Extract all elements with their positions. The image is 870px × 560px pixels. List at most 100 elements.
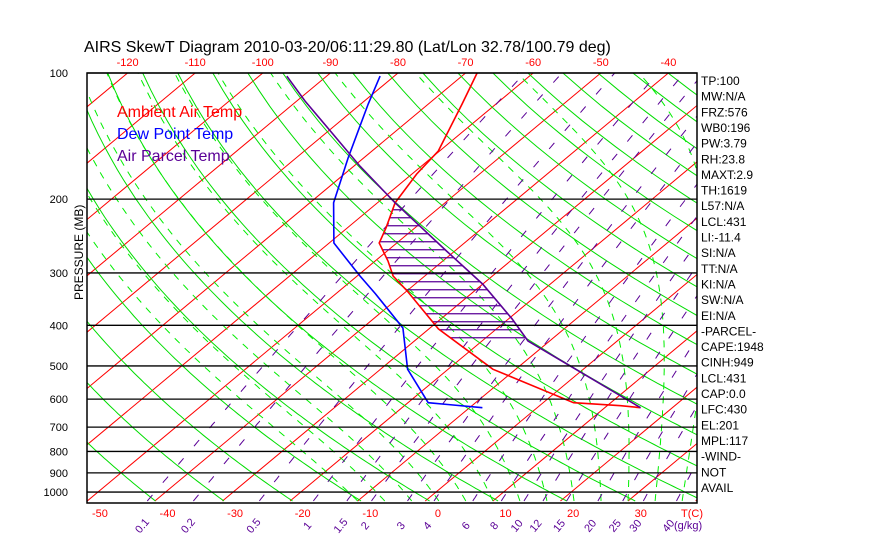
mixing-ratio-tick-label: 4 — [421, 520, 434, 532]
legend-ambient-air-temp: Ambient Air Temp — [117, 104, 242, 121]
stability-index-label: AVAIL — [701, 481, 734, 495]
pressure-tick-label: 300 — [50, 268, 68, 280]
moist-adiabat-line — [270, 73, 575, 502]
stability-index-label: WB0:196 — [701, 121, 751, 135]
top-temp-tick-label: -60 — [525, 57, 541, 69]
dry-adiabat-line — [142, 73, 636, 502]
dry-adiabat-line — [738, 73, 870, 501]
pressure-tick-label: 900 — [50, 468, 68, 480]
mixing-ratio-tick-label: 12 — [528, 518, 545, 535]
top-temp-tick-label: -80 — [390, 57, 406, 69]
dry-adiabat-line — [247, 73, 697, 436]
bottom-temp-tick-label: 30 — [635, 508, 647, 520]
dry-adiabat-line — [808, 73, 870, 501]
bottom-temp-tick-label: -50 — [92, 508, 108, 520]
parcel-profile-line — [286, 75, 642, 409]
stability-index-label: LI:-11.4 — [701, 231, 741, 245]
dry-adiabat-line — [107, 73, 567, 502]
moist-adiabat-line — [217, 73, 548, 502]
pressure-tick-label: 800 — [50, 446, 68, 458]
bottom-temp-tick-label: 10 — [499, 508, 511, 520]
mixing-ratio-line — [642, 404, 697, 502]
top-temp-tick-label: -70 — [458, 57, 474, 69]
mixing-ratio-line — [523, 241, 697, 502]
stability-index-label: SI:N/A — [701, 246, 736, 260]
dry-adiabat-line — [87, 256, 362, 502]
isotherm-line — [87, 73, 602, 502]
moist-adiabat-line — [87, 146, 413, 502]
stability-index-label: -PARCEL- — [701, 324, 756, 338]
mixing-ratio-tick-label: 1 — [301, 520, 314, 532]
isotherm-line — [87, 73, 466, 390]
pressure-tick-label: 1000 — [44, 487, 68, 499]
stability-index-label: MW:N/A — [701, 90, 745, 104]
dry-adiabat-line — [457, 73, 697, 260]
mixing-ratio-tick-label: 1.5 — [332, 516, 351, 535]
top-temp-tick-label: -90 — [322, 57, 338, 69]
bottom-temp-tick-label: -20 — [295, 508, 311, 520]
top-temp-tick-label: -120 — [117, 57, 139, 69]
stability-index-label: KI:N/A — [701, 277, 736, 291]
bottom-temp-tick-label: 20 — [567, 508, 579, 520]
isotherm-line — [627, 442, 697, 502]
dry-adiabat-line — [87, 381, 225, 502]
moist-adiabat-line — [87, 192, 386, 502]
mixing-ratio-line — [622, 373, 697, 502]
mixing-ratio-line — [146, 73, 525, 502]
cape-hatch — [379, 209, 526, 339]
isotherm-line — [289, 161, 697, 502]
mixing-ratio-line — [371, 80, 697, 502]
dry-adiabat-line — [667, 73, 697, 96]
top-temp-tick-label: -50 — [593, 57, 609, 69]
moist-adiabat-line — [137, 73, 494, 502]
stability-index-label: RH:23.8 — [701, 152, 745, 166]
stability-index-label: EL:201 — [701, 418, 739, 432]
stability-index-label: CAPE:1948 — [701, 340, 764, 354]
mixing-ratio-line — [542, 264, 697, 502]
mixing-ratio-line — [193, 73, 563, 502]
moist-adiabat-line — [174, 73, 521, 502]
isotherm-line — [492, 330, 697, 502]
mixing-ratio-tick-label: 10 — [509, 518, 526, 535]
temp-axis-unit-label: T(C) — [681, 508, 703, 520]
bottom-temp-tick-label: -30 — [227, 508, 243, 520]
top-temp-tick-label: -110 — [185, 57, 206, 69]
mixing-ratio-line — [597, 337, 697, 502]
legend-dew-point-temp: Dew Point Temp — [117, 126, 233, 143]
moist-adiabat-line — [334, 73, 602, 501]
stability-index-label: LCL:431 — [701, 215, 747, 229]
dry-adiabat-line — [87, 441, 156, 502]
top-temp-tick-label: -40 — [660, 57, 676, 69]
pressure-tick-label: 700 — [50, 422, 68, 434]
mixing-ratio-tick-label: 8 — [488, 520, 501, 532]
dewpoint-profile-line — [332, 75, 483, 409]
stability-index-label: SW:N/A — [701, 293, 743, 307]
dry-adiabat-line — [87, 108, 499, 502]
moist-adiabat-line — [87, 231, 359, 502]
isotherm-line — [87, 73, 331, 277]
pressure-tick-label: 500 — [50, 361, 68, 373]
mixing-ratio-unit-label: (g/kg) — [674, 520, 702, 532]
moist-adiabat-line — [516, 73, 665, 502]
isotherm-line — [0, 73, 60, 501]
stability-index-label: MPL:117 — [701, 434, 748, 448]
stability-index-label: TT:N/A — [701, 262, 738, 276]
mixing-ratio-tick-label: 3 — [395, 520, 408, 532]
isotherm-line — [357, 217, 697, 502]
mixing-ratio-tick-label: 15 — [551, 518, 568, 535]
top-temp-tick-label: -100 — [252, 57, 274, 69]
dry-adiabat-line — [282, 73, 697, 405]
isotherm-line — [424, 273, 697, 502]
stability-index-label: NOT — [701, 465, 727, 479]
stability-index-label: EI:N/A — [701, 309, 736, 323]
stability-index-label: TP:100 — [701, 74, 740, 88]
dry-adiabat-line — [773, 73, 870, 501]
mixing-ratio-tick-label: 0.1 — [133, 516, 152, 535]
mixing-ratio-tick-label: 25 — [607, 518, 624, 535]
pressure-tick-label: 600 — [50, 394, 68, 406]
dry-adiabat-line — [387, 73, 697, 317]
isotherm-line — [763, 73, 870, 501]
bottom-temp-tick-label: -10 — [362, 508, 378, 520]
profiles — [286, 73, 642, 409]
